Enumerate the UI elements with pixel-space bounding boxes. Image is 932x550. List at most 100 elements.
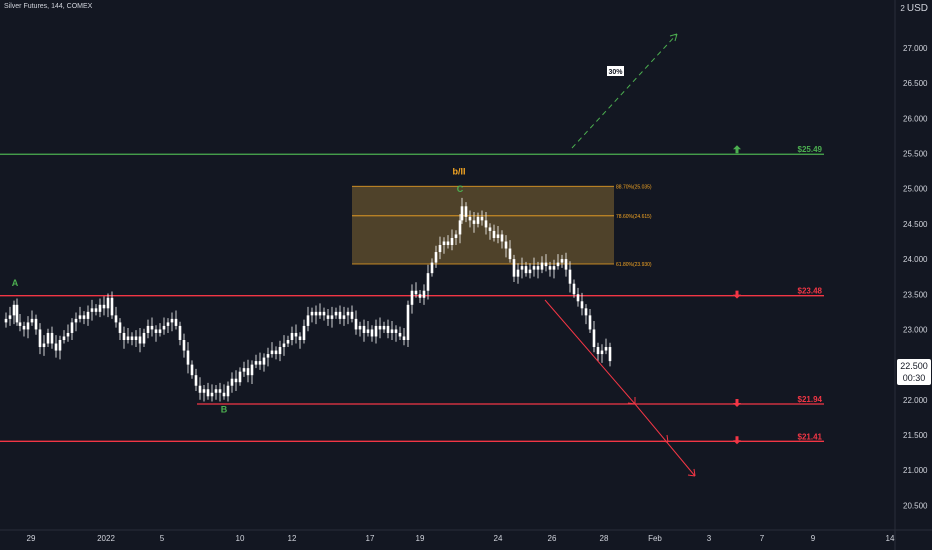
projection-up-arrowhead — [669, 33, 678, 42]
y-tick-label: 21.500 — [903, 431, 928, 440]
x-tick-label: 19 — [416, 534, 425, 543]
last-price-badge: 22.500 00:30 — [897, 359, 931, 385]
currency-label[interactable]: 2 USD — [900, 3, 928, 14]
y-tick-label: 26.500 — [903, 79, 928, 88]
candle-body — [358, 325, 362, 330]
candle-body — [370, 329, 374, 337]
candle-body — [468, 216, 472, 221]
candle-body — [338, 311, 342, 319]
candle-body — [118, 322, 122, 333]
candle-body — [298, 336, 302, 340]
candle-body — [374, 325, 378, 337]
wave-label: C — [457, 184, 464, 194]
x-tick-label: Feb — [648, 534, 662, 543]
candle-body — [98, 304, 102, 312]
candle-body — [166, 322, 170, 326]
candle-body — [492, 230, 496, 238]
candle-body — [154, 329, 158, 333]
bar-countdown: 00:30 — [902, 373, 926, 383]
arrow-down-icon — [733, 399, 741, 408]
projection-down-arrowhead-3 — [687, 468, 696, 477]
candle-body — [178, 325, 182, 340]
candle-body — [450, 237, 454, 246]
candle-body — [608, 347, 612, 362]
candle-body — [472, 220, 476, 224]
candle-body — [186, 350, 190, 365]
currency-count: 2 — [900, 4, 905, 13]
candle-body — [536, 266, 540, 270]
candle-body — [218, 389, 222, 393]
candle-body — [94, 308, 98, 312]
candle-body — [86, 311, 90, 319]
candle-body — [458, 220, 462, 235]
candle-body — [254, 361, 258, 365]
candle-body — [234, 378, 238, 383]
candle-body — [202, 389, 206, 393]
candle-body — [214, 389, 218, 393]
candle-body — [366, 329, 370, 333]
candle-body — [430, 262, 434, 274]
y-tick-label: 25.500 — [903, 150, 928, 159]
candle-body — [496, 234, 500, 238]
candle-body — [174, 318, 178, 326]
x-tick-label: 3 — [707, 534, 712, 543]
candle-body — [242, 368, 246, 372]
candle-body — [146, 325, 150, 333]
candle-body — [588, 315, 592, 330]
candle-body — [310, 311, 314, 316]
y-tick-label: 25.000 — [903, 185, 928, 194]
candle-body — [12, 304, 16, 316]
candle-body — [78, 315, 82, 319]
y-tick-label: 24.000 — [903, 255, 928, 264]
candle-body — [556, 262, 560, 267]
x-tick-label: 26 — [548, 534, 557, 543]
candle-body — [402, 336, 406, 340]
candle-body — [110, 297, 114, 316]
candle-body — [564, 259, 568, 270]
candle-body — [528, 269, 532, 274]
y-tick-label: 23.000 — [903, 325, 928, 334]
y-tick-label: 27.000 — [903, 44, 928, 53]
projection-down-arrowhead-1 — [627, 397, 636, 405]
candle-body — [480, 216, 484, 221]
candle-body — [282, 343, 286, 348]
candle-body — [4, 318, 8, 323]
candle-body — [294, 332, 298, 337]
candle-body — [274, 350, 278, 355]
candle-body — [422, 290, 426, 298]
candle-body — [548, 266, 552, 270]
x-tick-label: 24 — [494, 534, 503, 543]
candle-body — [572, 283, 576, 295]
candle-body — [342, 315, 346, 319]
wave-label: b/II — [453, 167, 466, 177]
projection-up-line — [571, 33, 678, 149]
candle-body — [398, 332, 402, 337]
candle-body — [90, 308, 94, 312]
candle-body — [488, 227, 492, 231]
projection-badge — [607, 66, 624, 76]
candle-body — [406, 304, 410, 340]
candle-body — [604, 347, 608, 351]
candle-body — [54, 343, 58, 351]
candle-body — [182, 339, 186, 351]
candle-body — [150, 325, 154, 330]
price-level-label: $25.49 — [798, 145, 823, 154]
candle-body — [568, 269, 572, 284]
candle-body — [230, 378, 234, 386]
candle-body — [580, 301, 584, 309]
candle-body — [386, 325, 390, 333]
candle-body — [414, 290, 418, 295]
chart-title: Silver Futures, 144, COMEX — [4, 3, 93, 10]
candle-body — [122, 332, 126, 340]
candle-body — [210, 392, 214, 397]
candle-body — [484, 220, 488, 228]
candle-body — [354, 318, 358, 330]
candle-body — [390, 329, 394, 333]
candle-body — [418, 294, 422, 298]
candle-body — [314, 311, 318, 316]
candle-body — [508, 248, 512, 260]
fib-label: 88.70%(25.035) — [616, 184, 652, 190]
candle-body — [246, 368, 250, 376]
arrow-up-icon — [733, 145, 741, 154]
